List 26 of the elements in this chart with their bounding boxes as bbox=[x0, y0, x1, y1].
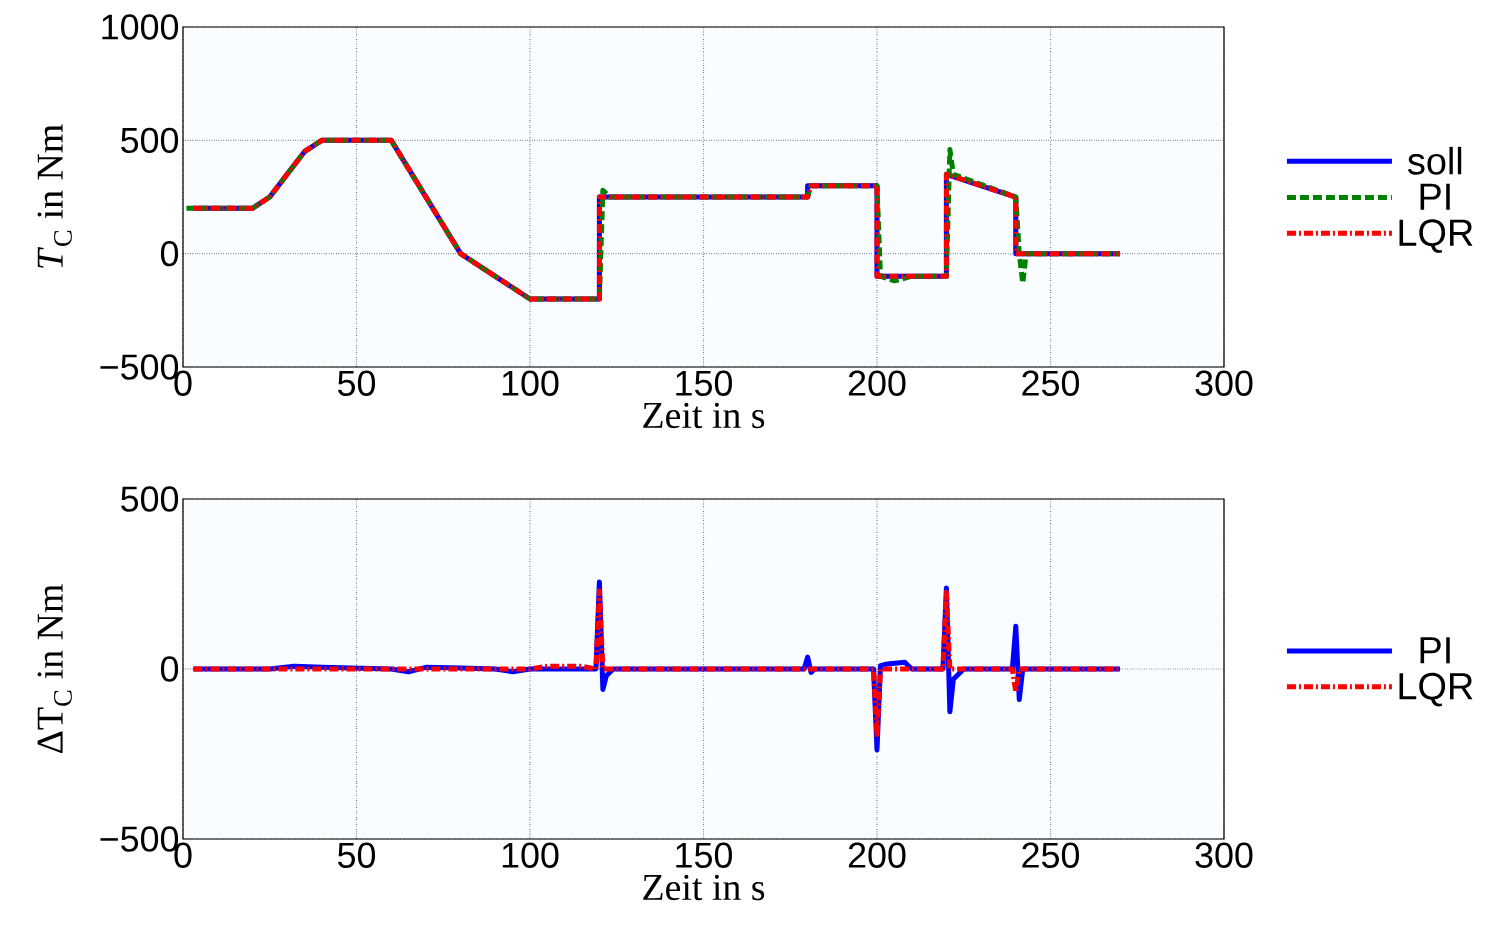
y-tick-label: 500 bbox=[121, 127, 179, 154]
x-axis-title: Zeit in s bbox=[643, 402, 765, 429]
x-tick-label: 150 bbox=[676, 370, 733, 396]
y-tick-label: 0 bbox=[160, 656, 179, 682]
legend-label: PI bbox=[1420, 637, 1450, 664]
x-tick-label: 200 bbox=[848, 370, 906, 396]
x-tick-label: 200 bbox=[848, 842, 906, 868]
y-axis-title: ΔT$_{C}$ in Nm bbox=[37, 584, 72, 753]
x-tick-label: 50 bbox=[337, 842, 376, 868]
x-tick-label: 100 bbox=[502, 842, 559, 868]
x-tick-label: 150 bbox=[676, 842, 733, 868]
x-tick-label: 250 bbox=[1022, 370, 1080, 396]
legend-label: LQR bbox=[1399, 219, 1473, 253]
legend-label: LQR bbox=[1399, 672, 1473, 707]
legend-label: soll bbox=[1407, 146, 1462, 175]
x-tick-label: 100 bbox=[502, 370, 559, 396]
x-tick-label: 300 bbox=[1195, 842, 1253, 868]
x-tick-label: 300 bbox=[1195, 370, 1253, 396]
y-tick-label: 500 bbox=[121, 486, 179, 512]
y-tick-label: 0 bbox=[160, 240, 179, 267]
y-tick-label: 1000 bbox=[102, 14, 179, 40]
x-tick-label: 250 bbox=[1022, 842, 1080, 868]
x-axis-title: Zeit in s bbox=[643, 874, 765, 901]
y-axis-title: T$_{C}$ in Nm bbox=[37, 124, 72, 268]
legend-label: PI bbox=[1420, 183, 1450, 210]
x-tick-label: 50 bbox=[337, 370, 376, 396]
